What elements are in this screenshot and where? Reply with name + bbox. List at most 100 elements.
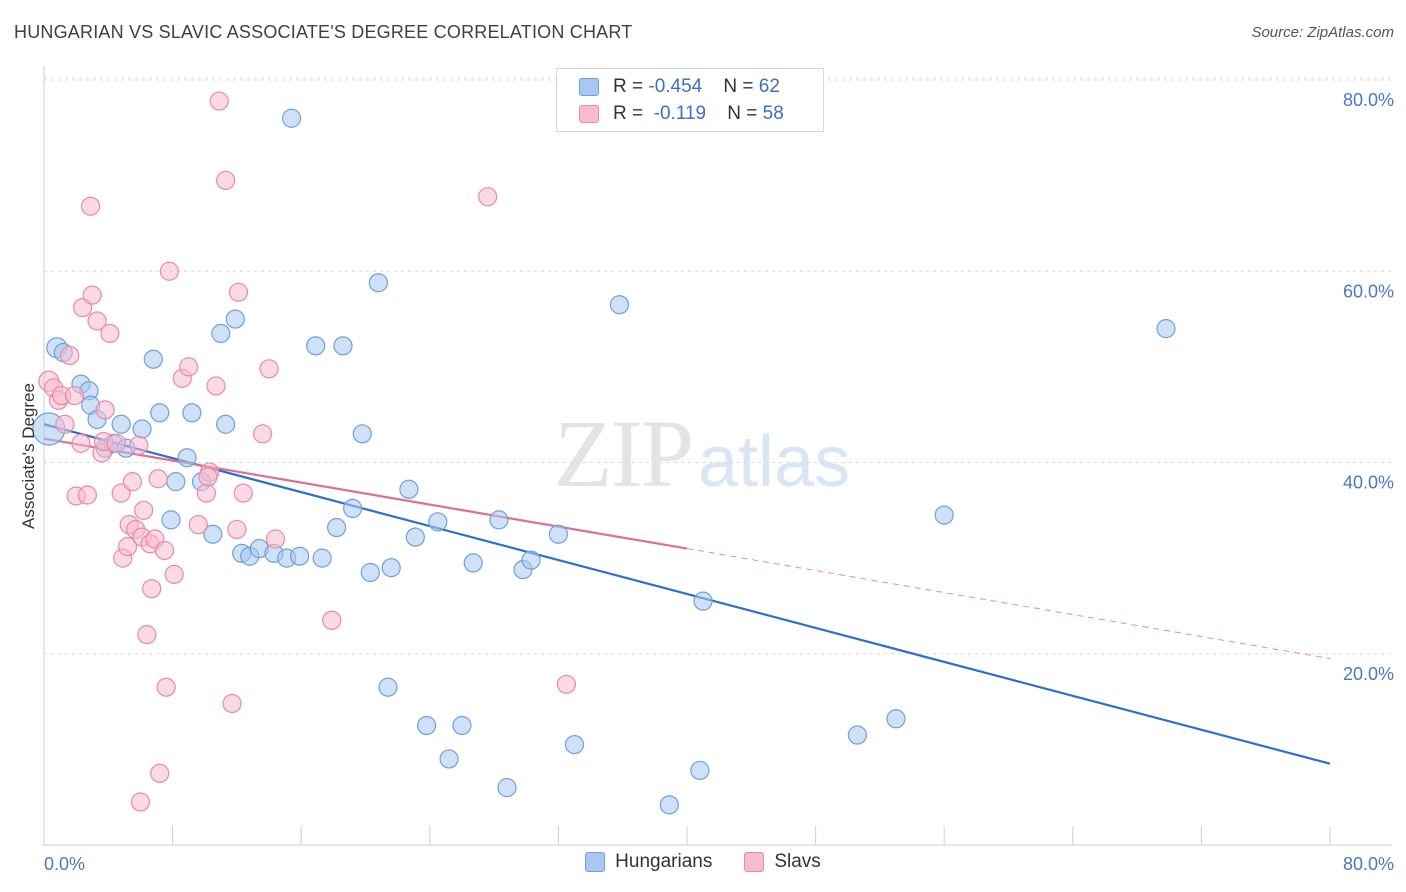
data-point-slavs [134,500,154,520]
data-point-hungarians [203,524,223,544]
data-point-slavs [159,261,179,281]
data-point-slavs [154,540,175,561]
data-point-hungarians [211,323,231,344]
data-point-hungarians [428,512,448,532]
data-point-hungarians [609,295,630,315]
trend-line-slavs [43,437,688,550]
data-point-hungarians [132,419,152,439]
data-point-slavs [322,610,342,630]
data-point-hungarians [111,414,131,434]
data-point-hungarians [343,498,363,518]
legend-n-value: 58 [762,103,784,124]
data-point-slavs [233,483,253,503]
trend-line-hungarians [43,423,1331,765]
data-point-slavs [117,537,138,557]
data-point-slavs [228,282,249,302]
data-point-hungarians [306,336,326,356]
data-point-hungarians [463,553,483,573]
data-point-hungarians [659,795,679,815]
data-point-slavs [265,529,286,549]
data-point-hungarians [416,715,437,736]
data-point-hungarians [177,448,197,468]
data-point-slavs [130,792,151,812]
data-point-hungarians [847,725,867,745]
data-point-slavs [556,674,577,694]
data-point-hungarians [216,414,236,434]
axes [43,66,1392,846]
data-point-hungarians [143,349,163,369]
data-point-slavs [148,469,168,489]
y-tick-label: 20.0% [1343,664,1394,684]
legend-label-slavs: Slavs [774,851,821,872]
data-point-slavs [129,435,149,455]
data-point-hungarians [166,472,186,492]
legend-row-hungarians: R = -0.454 N = 62 [579,75,780,99]
data-point-hungarians [452,715,472,736]
legend-item-slavs[interactable]: Slavs [744,851,821,873]
legend-r-value: -0.119 [648,103,707,124]
legend-label-hungarians: Hungarians [615,851,713,872]
data-point-hungarians [326,517,347,538]
data-point-slavs [227,519,247,540]
trend-lines [43,423,1331,765]
legend-n-label: N = [723,76,759,97]
data-point-slavs [164,564,184,584]
data-point-slavs [150,763,170,783]
data-point-slavs [81,196,101,216]
data-point-slavs [142,579,162,599]
data-points [32,91,1176,815]
data-point-slavs [100,323,120,344]
data-point-slavs [87,311,107,331]
data-point-slavs [60,345,80,365]
y-axis-label: Associate's Degree [19,383,38,529]
series-legend: Hungarians Slavs [0,851,1406,873]
data-point-hungarians [281,108,302,128]
trend-line-extension-slavs [686,548,1331,660]
data-point-hungarians [289,546,310,566]
data-point-slavs [222,693,242,714]
data-point-hungarians [378,677,398,697]
data-point-hungarians [399,479,419,499]
data-point-slavs [77,485,98,505]
stats-legend: R = -0.454 N = 62 R = -0.119 N = 58 [556,68,824,132]
legend-n-label: N = [727,103,763,124]
legend-r-label: R = [613,76,649,97]
data-point-slavs [196,483,216,503]
legend-item-hungarians[interactable]: Hungarians [585,851,712,873]
legend-swatch-hungarians [579,78,599,96]
legend-r-label: R = [613,103,649,124]
data-point-slavs [156,677,176,697]
data-point-hungarians [439,749,459,769]
legend-gap [706,103,727,125]
data-point-slavs [206,376,226,396]
data-point-hungarians [225,309,245,329]
data-point-slavs [209,91,229,111]
tick-labels: 0.0% 80.0% 20.0% 40.0% 60.0% 80.0% Associate's… [19,90,1394,874]
data-point-hungarians [161,510,181,530]
data-point-hungarians [564,734,585,755]
data-point-hungarians [1156,319,1176,339]
legend-swatch-slavs [744,852,765,872]
data-point-slavs [106,433,126,453]
data-point-slavs [82,285,102,305]
data-point-slavs [137,625,157,645]
legend-swatch-hungarians [585,852,606,872]
data-point-hungarians [150,403,170,423]
data-point-hungarians [548,524,569,544]
legend-r-value: -0.454 [648,76,703,97]
data-point-hungarians [497,778,517,798]
data-point-hungarians [360,562,380,583]
legend-swatch-slavs [579,105,599,123]
data-point-hungarians [182,403,202,423]
y-tick-label: 80.0% [1343,90,1394,110]
data-point-hungarians [521,550,541,570]
data-point-hungarians [352,424,372,444]
data-point-hungarians [333,336,353,356]
legend-n-value: 62 [758,76,780,97]
data-point-slavs [216,170,236,191]
data-point-hungarians [312,548,332,568]
data-point-slavs [259,359,279,379]
legend-gap [702,76,723,98]
chart-title: HUNGARIAN VS SLAVIC ASSOCIATE'S DEGREE C… [14,22,633,42]
data-point-hungarians [690,760,710,781]
